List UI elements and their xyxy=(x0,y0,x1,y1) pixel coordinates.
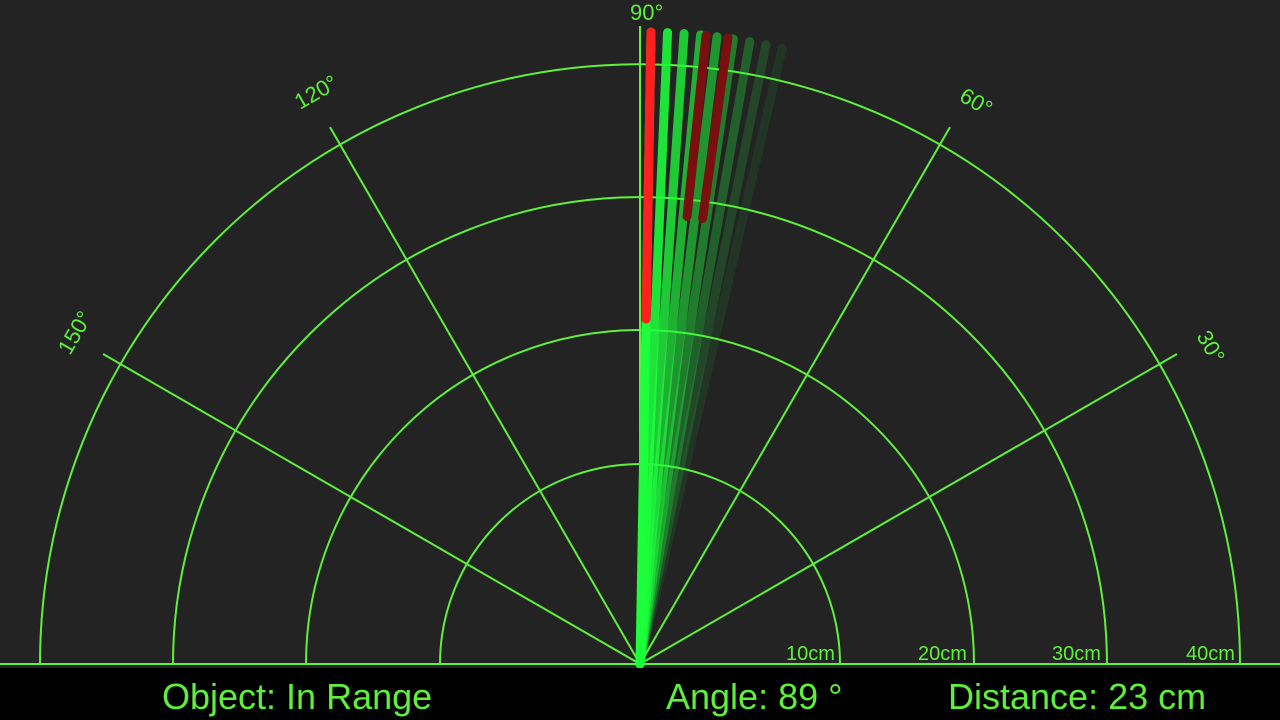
object-mark xyxy=(682,30,711,221)
angle-spoke xyxy=(329,126,641,665)
object-mark xyxy=(698,33,733,223)
angle-label: Angle: xyxy=(666,676,769,717)
sweep-line xyxy=(635,34,738,669)
detected-object-marks xyxy=(641,27,733,324)
distance-label: Distance: xyxy=(948,676,1099,717)
distance-value: 23 cm xyxy=(1108,676,1207,717)
sweep-line xyxy=(635,32,722,669)
angle-spoke xyxy=(639,353,1178,665)
distance-label: 10cm xyxy=(786,643,835,665)
object-status-text: Object: In Range xyxy=(162,676,433,717)
sweep-line xyxy=(635,40,771,669)
distance-label: 40cm xyxy=(1186,643,1235,665)
radar-labels: 30°60°90°120°150°10cm 20cm 30cm 40cm xyxy=(53,0,1235,665)
object-mark xyxy=(641,27,656,324)
sweep-line xyxy=(635,37,755,669)
angle-readout: Angle: 89 ° xyxy=(666,674,843,720)
angle-value: 89 ° xyxy=(778,676,843,717)
distance-label: 20cm xyxy=(918,643,967,665)
sweep-trail xyxy=(635,27,787,669)
distance-label: 30cm xyxy=(1052,643,1101,665)
status-bar xyxy=(0,668,1280,720)
sweep-line xyxy=(635,43,787,669)
angle-spoke xyxy=(102,353,641,665)
angle-spoke xyxy=(639,126,951,665)
angle-label-90: 90° xyxy=(630,0,663,25)
distance-readout: Distance: 23 cm xyxy=(948,674,1206,720)
